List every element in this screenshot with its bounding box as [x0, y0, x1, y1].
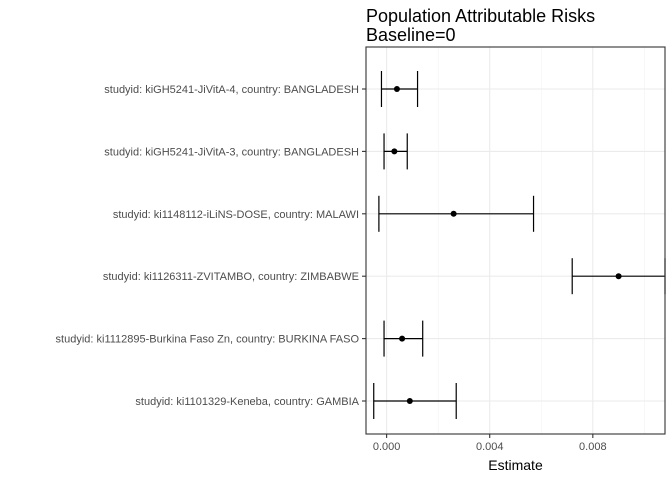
y-tick-label: studyid: ki1101329-Keneba, country: GAMB… [135, 396, 359, 408]
plot-panel [366, 47, 665, 434]
y-tick-label: studyid: kiGH5241-JiVitA-4, country: BAN… [104, 84, 359, 96]
chart-subtitle: Baseline=0 [366, 25, 456, 45]
estimate-point [615, 273, 622, 280]
chart-title: Population Attributable Risks [366, 6, 595, 26]
estimate-point [393, 86, 400, 92]
estimate-point [406, 398, 413, 404]
estimate-point [450, 210, 457, 217]
y-tick-label: studyid: kiGH5241-JiVitA-3, country: BAN… [104, 146, 359, 158]
y-tick-label: studyid: ki1148112-iLiNS-DOSE, country: … [113, 209, 359, 221]
estimate-point [391, 148, 398, 155]
x-tick-label: 0.004 [476, 441, 504, 453]
y-tick-label: studyid: ki1112895-Burkina Faso Zn, coun… [56, 334, 360, 346]
x-tick-label: 0.000 [373, 441, 401, 453]
x-tick-label: 0.008 [579, 441, 607, 453]
y-tick-label: studyid: ki1126311-ZVITAMBO, country: ZI… [103, 271, 359, 283]
x-axis-label: Estimate [488, 457, 543, 473]
panel-border [365, 46, 666, 435]
estimate-point [399, 335, 406, 342]
